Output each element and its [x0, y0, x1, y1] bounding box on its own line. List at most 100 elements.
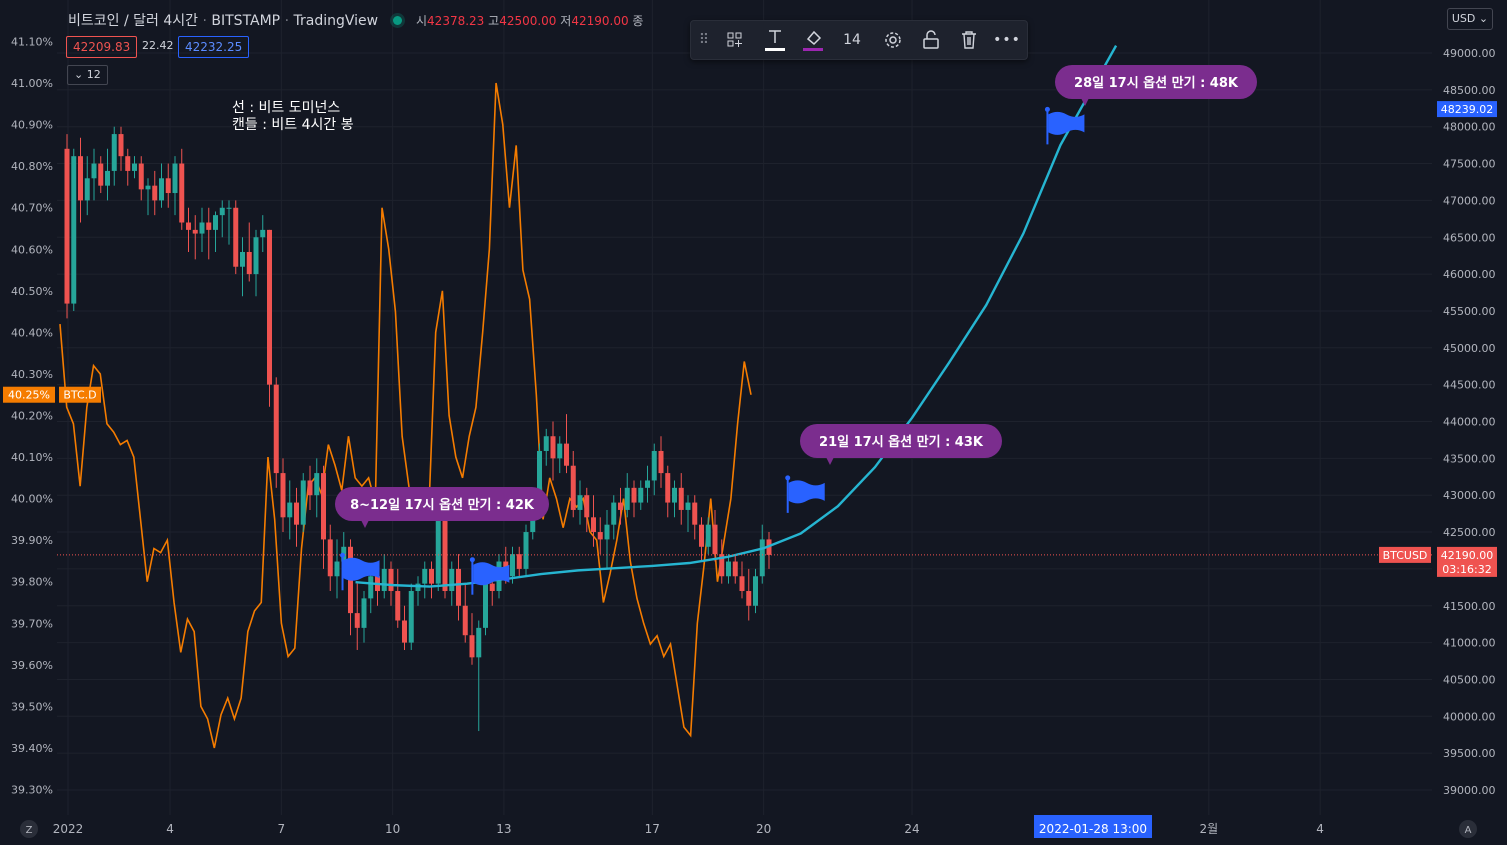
callout-bubble	[800, 424, 1002, 458]
callout-tail	[361, 520, 369, 528]
candle	[543, 428, 549, 466]
right-axis-tick: 40000.00	[1443, 710, 1496, 723]
candle-body	[435, 509, 441, 584]
current-price: 42190.00	[1441, 549, 1494, 562]
currency-label: USD	[1451, 12, 1476, 25]
more-icon[interactable]: •••	[993, 32, 1021, 48]
candle	[584, 487, 590, 533]
candle	[692, 495, 698, 540]
interval[interactable]: 4시간	[163, 13, 199, 29]
candle-body	[705, 524, 711, 547]
settings-icon[interactable]	[877, 21, 909, 59]
candle	[651, 443, 657, 496]
candle-body	[226, 207, 232, 209]
candle	[186, 207, 191, 252]
candle-body	[604, 524, 610, 540]
candle-body	[327, 539, 333, 577]
left-axis-tick: 39.50%	[11, 700, 53, 713]
candle-body	[314, 473, 320, 496]
candle-body	[105, 170, 110, 186]
flag-icon[interactable]	[1044, 106, 1085, 145]
right-axis[interactable]: 49000.00 48500.00 48000.00 47500.00 47000.00…	[1379, 47, 1497, 797]
flag-knob	[469, 557, 475, 563]
candle	[118, 126, 124, 171]
candle-body	[206, 222, 212, 230]
left-axis-tick: 40.90%	[11, 119, 53, 132]
ask-price-box[interactable]: 42232.25	[178, 36, 250, 58]
fill-color-icon[interactable]	[797, 21, 829, 59]
candle-body	[651, 450, 657, 481]
font-size-button[interactable]: 14	[843, 32, 861, 48]
candle-body	[118, 134, 124, 157]
flag-icon[interactable]	[340, 552, 380, 591]
left-axis[interactable]: 41.10% 41.00% 40.90% 40.80% 40.70% 40.60% 40.5…	[3, 36, 101, 797]
callout-text: 8~12일 17시 옵션 만기 : 42K	[350, 497, 535, 513]
candle-body	[179, 163, 185, 223]
low-value: 42190.00	[571, 14, 629, 28]
zoom-button[interactable]	[20, 820, 38, 838]
candle	[456, 554, 461, 621]
candle	[267, 229, 272, 407]
candle-body	[759, 539, 765, 577]
candle-body	[132, 163, 137, 171]
candle-body	[456, 568, 461, 606]
candle	[280, 458, 286, 533]
candle-body	[584, 495, 590, 518]
candle-body	[395, 591, 401, 621]
candle	[746, 568, 752, 621]
candle-body	[273, 384, 279, 474]
right-axis-tick: 46500.00	[1443, 231, 1496, 244]
flag-icon[interactable]	[785, 475, 825, 513]
templates-icon[interactable]	[719, 21, 751, 59]
flag-icon[interactable]	[469, 557, 510, 595]
candle-body	[145, 185, 151, 190]
candle	[753, 568, 758, 614]
callout-label[interactable]: 28일 17시 옵션 만기 : 48K	[1055, 65, 1257, 106]
candle	[206, 207, 212, 260]
callout-label[interactable]: 8~12일 17시 옵션 만기 : 42K	[335, 487, 549, 528]
auto-scale-button[interactable]	[1459, 820, 1477, 838]
candle-body	[78, 156, 83, 201]
candle	[712, 509, 718, 562]
candle-body	[570, 465, 576, 510]
bid-price-box[interactable]: 42209.83	[66, 36, 138, 58]
left-axis-tick: 40.30%	[11, 368, 53, 381]
candle-body	[71, 156, 77, 304]
candle-body	[246, 251, 252, 275]
time-axis[interactable]: 2022 4 7 10 13 17 20 24 2월 4 2022-01-28 13:00 Z A	[20, 815, 1477, 838]
right-axis-tick: 39500.00	[1443, 747, 1496, 760]
right-axis-tick: 47500.00	[1443, 158, 1496, 171]
text-color-icon[interactable]	[759, 21, 791, 59]
right-axis-tick: 43500.00	[1443, 452, 1496, 465]
candle-body	[699, 524, 704, 547]
trash-icon[interactable]	[953, 21, 985, 59]
candle-body	[739, 576, 745, 592]
drawing-toolbar[interactable]: ⠿ 14 •••	[690, 20, 1028, 60]
currency-selector[interactable]: USD ⌄	[1447, 8, 1493, 30]
candle	[604, 509, 610, 569]
right-axis-tick: 41000.00	[1443, 637, 1496, 650]
candle	[672, 480, 677, 518]
candle	[213, 211, 218, 252]
candle	[368, 568, 374, 614]
candle	[145, 178, 151, 216]
indicators-toggle[interactable]: ⌄ 12	[67, 65, 108, 85]
candle-body	[543, 436, 549, 451]
candle-body	[665, 473, 671, 503]
candle-body	[489, 583, 495, 592]
candle	[132, 156, 137, 179]
callout-label[interactable]: 21일 17시 옵션 만기 : 43K	[800, 424, 1002, 465]
candle	[618, 487, 623, 525]
candle	[348, 539, 353, 636]
drag-handle-icon[interactable]: ⠿	[698, 32, 710, 48]
time-axis-tick: 24	[904, 822, 919, 836]
candle	[91, 148, 97, 201]
right-axis-tick: 45500.00	[1443, 305, 1496, 318]
candle	[64, 134, 70, 319]
candle-body	[462, 605, 468, 636]
unlock-icon[interactable]	[915, 21, 947, 59]
symbol-name[interactable]: 비트코인 / 달러	[68, 13, 159, 29]
time-axis-tick: 4	[1316, 822, 1324, 836]
